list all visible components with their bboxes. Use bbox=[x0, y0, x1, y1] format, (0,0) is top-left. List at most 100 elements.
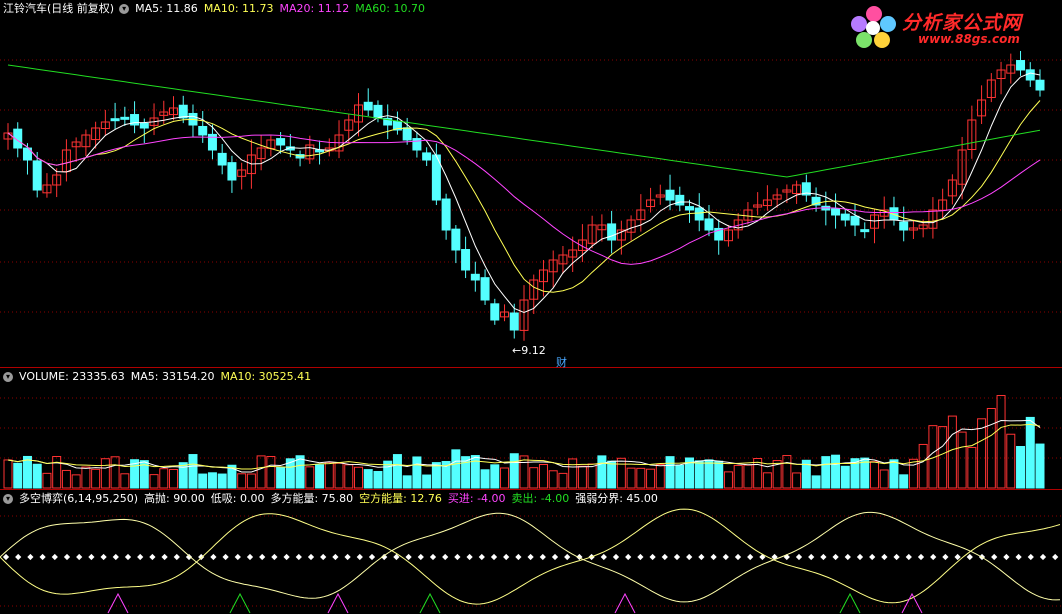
ma60-line bbox=[7, 64, 1041, 178]
divide-diamond bbox=[295, 553, 302, 561]
signal-triangle bbox=[614, 592, 636, 614]
volume-bar bbox=[762, 472, 772, 489]
divide-diamond bbox=[27, 553, 34, 561]
ma5-label: MA5: 11.86 bbox=[135, 2, 198, 15]
candle-body bbox=[373, 104, 383, 119]
candle-body bbox=[986, 79, 996, 98]
candle-body bbox=[285, 146, 295, 151]
volume-bar bbox=[305, 466, 315, 489]
candle-body bbox=[840, 213, 850, 221]
chevron-down-icon[interactable]: ▾ bbox=[119, 4, 130, 14]
candle-body bbox=[227, 162, 237, 181]
divide-diamond bbox=[844, 553, 851, 561]
candle-body bbox=[100, 121, 110, 130]
signal-triangle bbox=[229, 592, 251, 614]
candle-body bbox=[869, 214, 879, 229]
volume-bar bbox=[957, 431, 967, 489]
volume-bar bbox=[577, 465, 587, 489]
volume-panel[interactable]: ▾ VOLUME: 23335.63 MA5: 33154.20 MA10: 3… bbox=[0, 368, 1062, 490]
candle-body bbox=[519, 299, 529, 331]
price-panel[interactable]: 江铃汽车(日线 前复权) ▾ MA5: 11.86 MA10: 11.73 MA… bbox=[0, 0, 1062, 369]
divide-diamond bbox=[88, 553, 95, 561]
ma20-label: MA20: 11.12 bbox=[279, 2, 350, 15]
indicator-panel[interactable]: ▾ 多空博弈(6,14,95,250) 高抛: 90.00 低吸: 0.00 多… bbox=[0, 490, 1062, 614]
candle-body bbox=[1016, 60, 1026, 71]
candle-body bbox=[733, 219, 743, 231]
volume-chart[interactable] bbox=[0, 368, 1062, 490]
candle-body bbox=[723, 229, 733, 242]
volume-bar bbox=[743, 464, 753, 489]
volume-bar bbox=[733, 464, 743, 489]
logo-name: 分析家公式网 bbox=[902, 12, 1023, 34]
volume-bar bbox=[139, 460, 149, 489]
volume-bar bbox=[675, 464, 685, 489]
volume-bar bbox=[431, 462, 441, 489]
volume-bar bbox=[918, 443, 928, 489]
candle-body bbox=[363, 101, 373, 111]
candle-body bbox=[383, 117, 393, 126]
divide-diamond bbox=[259, 553, 266, 561]
candle-body bbox=[636, 209, 646, 221]
candle-body bbox=[947, 179, 957, 197]
candle-body bbox=[908, 227, 918, 231]
high-sell-label: 高抛: 90.00 bbox=[144, 492, 205, 505]
candle-body bbox=[237, 169, 247, 177]
candle-body bbox=[480, 277, 490, 301]
event-marker[interactable]: 财 bbox=[556, 356, 567, 369]
volume-bar bbox=[61, 469, 71, 489]
divide-diamond bbox=[307, 553, 315, 561]
divide-diamond bbox=[893, 553, 900, 561]
divide-diamond bbox=[1003, 553, 1010, 561]
candle-body bbox=[811, 196, 821, 206]
candle-body bbox=[704, 218, 714, 231]
candle-body bbox=[198, 125, 208, 136]
stock-title: 江铃汽车(日线 前复权) bbox=[3, 2, 115, 15]
candle-body bbox=[646, 199, 656, 208]
candle-body bbox=[353, 104, 363, 123]
divide-diamond bbox=[966, 553, 973, 561]
divide-diamond bbox=[661, 553, 668, 561]
volume-bar bbox=[850, 458, 860, 489]
divide-diamond bbox=[734, 553, 742, 561]
chevron-down-icon[interactable]: ▾ bbox=[3, 372, 13, 382]
volume-bar bbox=[665, 456, 675, 489]
candle-body bbox=[743, 209, 753, 221]
candle-body bbox=[918, 224, 928, 230]
volume-bar bbox=[207, 472, 217, 489]
indicator-chart[interactable] bbox=[0, 490, 1062, 614]
candle-body bbox=[831, 208, 841, 216]
candlestick-chart[interactable] bbox=[0, 0, 1062, 368]
divide-diamond bbox=[271, 553, 278, 561]
divide-diamond bbox=[185, 553, 193, 561]
volume-bar bbox=[295, 455, 305, 489]
volume-header: ▾ VOLUME: 23335.63 MA5: 33154.20 MA10: 3… bbox=[0, 368, 317, 386]
volume-bar bbox=[772, 460, 782, 489]
volume-bar bbox=[1016, 446, 1026, 489]
volume-bar bbox=[538, 464, 548, 489]
candle-body bbox=[207, 133, 217, 151]
chevron-down-icon[interactable]: ▾ bbox=[3, 494, 13, 504]
low-buy-label: 低吸: 0.00 bbox=[210, 492, 265, 505]
candle-body bbox=[1035, 79, 1045, 91]
divide-line bbox=[2, 553, 1059, 561]
candle-body bbox=[616, 229, 626, 241]
volume-bar bbox=[198, 473, 208, 489]
volume-bar bbox=[392, 454, 402, 489]
divide-diamond bbox=[1027, 553, 1034, 561]
divide-diamond bbox=[161, 553, 168, 561]
divide-diamond bbox=[673, 553, 681, 561]
candle-body bbox=[81, 134, 91, 148]
volume-bar bbox=[227, 464, 237, 489]
divide-diamond bbox=[600, 553, 607, 561]
divide-diamond bbox=[1039, 553, 1047, 561]
volume-bar bbox=[188, 454, 198, 489]
volume-bar bbox=[461, 456, 471, 489]
signal-triangle bbox=[327, 592, 349, 614]
volume-bar bbox=[169, 468, 179, 489]
divide-diamond bbox=[649, 553, 656, 561]
ma60-label: MA60: 10.70 bbox=[355, 2, 425, 15]
candle-body bbox=[548, 259, 558, 273]
candle-body bbox=[500, 311, 510, 318]
divide-diamond bbox=[612, 553, 620, 561]
volume-bar bbox=[597, 455, 607, 489]
